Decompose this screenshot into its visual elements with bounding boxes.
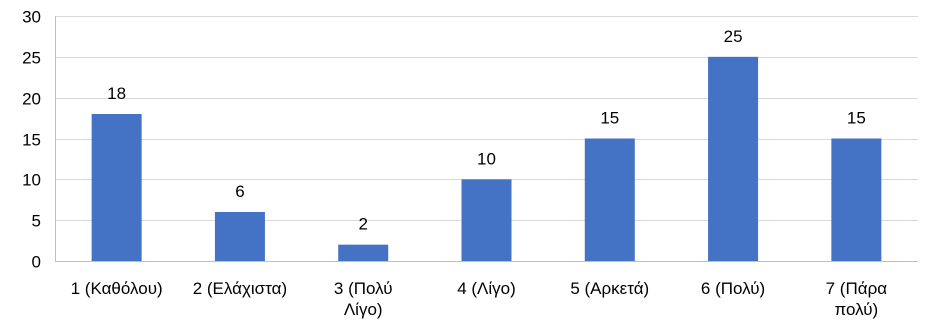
y-tick-label-25: 25 bbox=[22, 49, 41, 68]
bar-6 bbox=[708, 56, 759, 262]
x-category-label-6-line-1: 6 (Πολύ) bbox=[701, 279, 765, 298]
x-category-label-6: 6 (Πολύ) bbox=[701, 279, 765, 298]
bar-3 bbox=[338, 244, 389, 261]
gridlines bbox=[55, 16, 918, 221]
x-category-label-2: 2 (Ελάχιστα) bbox=[193, 279, 287, 298]
labels: 0 5 10 15 20 25 30 18 1 (Καθόλου) 6 2 (Ελάχιστα) 2 3… bbox=[22, 8, 887, 320]
data-label-7: 15 bbox=[847, 109, 866, 128]
data-label-4: 10 bbox=[477, 149, 496, 168]
bar-1 bbox=[91, 114, 142, 261]
x-category-label-7: 7 (Πάρα πολύ) bbox=[826, 279, 888, 319]
bars bbox=[91, 56, 882, 262]
y-tick-label-0: 0 bbox=[32, 253, 41, 272]
x-category-label-3-line-1: 3 (Πολύ bbox=[334, 279, 393, 298]
x-category-label-3-line-2: Λίγο) bbox=[344, 300, 383, 319]
x-category-label-4: 4 (Λίγο) bbox=[457, 279, 516, 298]
data-label-3: 2 bbox=[358, 215, 367, 234]
bar-5 bbox=[584, 138, 635, 261]
y-tick-label-30: 30 bbox=[22, 8, 41, 27]
y-tick-label-10: 10 bbox=[22, 171, 41, 190]
x-category-label-2-line-1: 2 (Ελάχιστα) bbox=[193, 279, 287, 298]
data-label-1: 18 bbox=[107, 84, 126, 103]
data-label-2: 6 bbox=[235, 182, 244, 201]
x-category-label-4-line-1: 4 (Λίγο) bbox=[457, 279, 516, 298]
bar-7 bbox=[831, 138, 882, 261]
y-tick-label-15: 15 bbox=[22, 131, 41, 150]
y-tick-label-5: 5 bbox=[32, 212, 41, 231]
y-tick-label-20: 20 bbox=[22, 90, 41, 109]
bar-2 bbox=[214, 212, 265, 261]
x-category-label-3: 3 (Πολύ Λίγο) bbox=[334, 279, 393, 319]
axes bbox=[55, 16, 918, 262]
data-label-5: 15 bbox=[600, 109, 619, 128]
x-category-label-1-line-1: 1 (Καθόλου) bbox=[71, 279, 163, 298]
x-category-label-7-line-2: πολύ) bbox=[835, 300, 879, 319]
bar-4 bbox=[461, 179, 512, 261]
data-label-6: 25 bbox=[724, 27, 743, 46]
x-category-label-1: 1 (Καθόλου) bbox=[71, 279, 163, 298]
x-category-label-5-line-1: 5 (Αρκετά) bbox=[570, 279, 649, 298]
x-category-label-5: 5 (Αρκετά) bbox=[570, 279, 649, 298]
x-category-label-7-line-1: 7 (Πάρα bbox=[826, 279, 888, 298]
